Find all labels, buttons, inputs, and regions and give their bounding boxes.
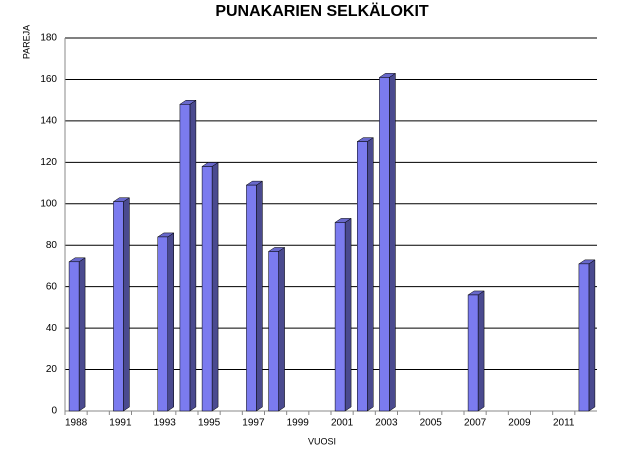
x-tick-label: 1991 bbox=[109, 418, 132, 429]
bar bbox=[68, 261, 80, 412]
y-tick-label: 60 bbox=[46, 281, 58, 292]
bar-side bbox=[278, 246, 285, 412]
y-tick-label: 160 bbox=[40, 74, 57, 85]
y-axis-title: PAREJA bbox=[21, 25, 31, 59]
bar-side bbox=[344, 217, 352, 412]
bar-side bbox=[211, 162, 219, 412]
bar-side bbox=[167, 232, 174, 412]
bar-side bbox=[367, 137, 374, 412]
y-tick-label: 0 bbox=[51, 406, 57, 417]
x-tick-label: 2009 bbox=[508, 418, 531, 429]
bar-side bbox=[256, 180, 263, 412]
bar-side bbox=[389, 72, 396, 412]
y-tick-label: 120 bbox=[40, 157, 57, 168]
bar bbox=[246, 184, 257, 412]
bar bbox=[268, 251, 279, 412]
bar-side bbox=[588, 259, 596, 412]
bar bbox=[157, 236, 168, 412]
bar bbox=[113, 201, 124, 412]
y-tick-label: 140 bbox=[40, 116, 57, 127]
y-tick-label: 80 bbox=[46, 240, 58, 251]
x-tick-label: 1997 bbox=[242, 418, 265, 429]
x-tick-label: 2007 bbox=[464, 418, 487, 429]
x-tick-label: 1995 bbox=[198, 418, 221, 429]
bar bbox=[379, 77, 390, 412]
bar bbox=[201, 166, 213, 412]
bar-side bbox=[123, 197, 130, 412]
y-tick-label: 180 bbox=[40, 33, 57, 44]
chart-title: PUNAKARIEN SELKÄLOKIT bbox=[215, 2, 429, 20]
y-tick-label: 100 bbox=[40, 198, 57, 209]
x-tick-label: 2005 bbox=[420, 418, 443, 429]
bar bbox=[578, 263, 590, 412]
x-tick-label: 2001 bbox=[331, 418, 354, 429]
x-tick-label: 1988 bbox=[65, 418, 88, 429]
bar-side bbox=[78, 257, 86, 412]
bar bbox=[179, 104, 191, 412]
bar-side bbox=[477, 290, 485, 412]
x-tick-label: 2011 bbox=[553, 418, 575, 429]
bar-side bbox=[189, 99, 197, 412]
x-tick-label: 1999 bbox=[287, 418, 310, 429]
x-tick-label: 1993 bbox=[154, 418, 177, 429]
y-tick-label: 20 bbox=[46, 364, 58, 375]
x-tick-label: 2003 bbox=[375, 418, 398, 429]
bar bbox=[467, 294, 479, 412]
bar bbox=[357, 141, 368, 412]
x-axis-title: VUOSI bbox=[308, 436, 336, 446]
y-tick-label: 40 bbox=[46, 323, 58, 334]
bar bbox=[334, 222, 346, 412]
